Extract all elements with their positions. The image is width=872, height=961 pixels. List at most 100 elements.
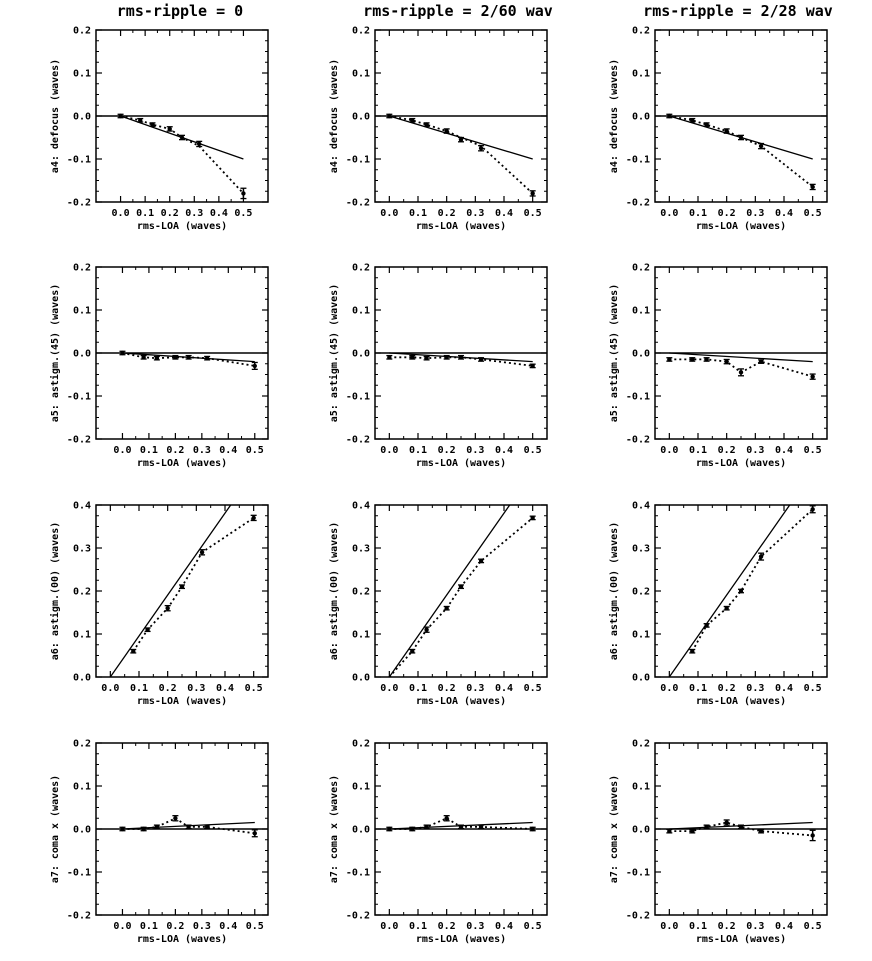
x-tick-label: 0.5 (804, 683, 822, 694)
x-tick-label: 0.3 (746, 208, 764, 219)
data-point (241, 191, 246, 196)
data-point (478, 146, 484, 151)
y-tick-label: 0.1 (352, 306, 370, 317)
measured-line (120, 115, 245, 195)
y-tick-label: -0.2 (67, 435, 91, 446)
data-point (810, 184, 815, 190)
data-point (458, 824, 464, 830)
x-tick-label: 0.2 (718, 683, 736, 694)
data-point (667, 828, 672, 834)
data-point (690, 357, 695, 362)
data-point (410, 118, 415, 123)
data-point (724, 606, 729, 611)
y-tick-label: 0.0 (632, 825, 650, 836)
column-title-2: rms-ripple = 2/60 wav (363, 2, 553, 20)
data-point (724, 128, 729, 134)
data-point (458, 584, 464, 589)
x-tick-label: 0.2 (718, 445, 736, 456)
x-tick-label: 0.1 (689, 445, 707, 456)
data-point (186, 824, 191, 830)
x-tick-label: 0.0 (101, 683, 119, 694)
y-tick-label: 0.3 (632, 544, 650, 555)
y-tick-label: -0.2 (346, 435, 370, 446)
panel-r0c2: -0.2 -0.1 0.0 0.1 0.2 0.0 0.1 0.2 0.3 0.4 0.5 rms-L… (609, 26, 828, 232)
x-tick-label: 0.2 (438, 445, 456, 456)
x-tick-label: 0.3 (185, 208, 203, 219)
data-point (724, 359, 729, 364)
y-axis-label: a7: coma x (waves) (329, 775, 340, 883)
data-point (204, 355, 210, 361)
x-tick-label: 0.4 (495, 683, 513, 694)
data-point (478, 824, 484, 830)
y-tick-label: -0.1 (626, 868, 650, 879)
data-point (444, 606, 449, 611)
data-point (154, 824, 160, 830)
data-point (724, 820, 729, 825)
x-tick-label: 0.0 (113, 445, 131, 456)
reference-line (668, 505, 791, 677)
x-tick-label: 0.3 (746, 921, 764, 932)
x-axis-label: rms-LOA (waves) (416, 458, 506, 469)
y-tick-label: -0.1 (67, 155, 91, 166)
data-point (444, 816, 449, 821)
y-tick-label: 0.2 (352, 587, 370, 598)
y-tick-label: -0.1 (67, 392, 91, 403)
data-point (444, 128, 449, 134)
data-point (458, 137, 464, 142)
x-tick-label: 0.1 (136, 208, 154, 219)
y-tick-label: -0.1 (346, 392, 370, 403)
x-tick-label: 0.4 (216, 683, 234, 694)
y-tick-label: -0.2 (346, 911, 370, 922)
x-axis-label: rms-LOA (waves) (696, 458, 786, 469)
data-point (444, 355, 449, 360)
y-tick-label: 0.3 (352, 544, 370, 555)
x-tick-label: 0.3 (466, 683, 484, 694)
x-tick-label: 0.0 (113, 921, 131, 932)
x-tick-label: 0.1 (409, 445, 427, 456)
y-tick-label: -0.2 (67, 911, 91, 922)
data-point (690, 649, 695, 654)
x-axis-label: rms-LOA (waves) (696, 696, 786, 707)
data-point (410, 355, 415, 360)
x-tick-label: 0.5 (524, 445, 542, 456)
data-point (252, 831, 257, 836)
data-point (810, 833, 815, 838)
x-axis-label: rms-LOA (waves) (137, 934, 227, 945)
data-point (738, 370, 744, 375)
x-tick-label: 0.0 (660, 921, 678, 932)
data-point (704, 824, 709, 830)
y-tick-label: -0.1 (346, 868, 370, 879)
data-point (173, 355, 178, 360)
y-tick-label: 0.0 (73, 673, 91, 684)
y-tick-label: -0.1 (626, 155, 650, 166)
data-point (758, 359, 764, 364)
x-tick-label: 0.0 (380, 921, 398, 932)
y-axis-label: a4: defocus (waves) (329, 59, 340, 173)
data-point (199, 550, 205, 555)
x-axis-label: rms-LOA (waves) (416, 934, 506, 945)
panel-r3c0: -0.2 -0.1 0.0 0.1 0.2 0.0 0.1 0.2 0.3 0.4 0.5 rms-L… (50, 739, 269, 945)
data-point (387, 355, 392, 360)
x-tick-label: 0.2 (718, 921, 736, 932)
data-point (179, 584, 185, 589)
y-tick-label: 0.0 (352, 825, 370, 836)
data-point (150, 122, 155, 127)
x-tick-label: 0.4 (219, 445, 237, 456)
x-axis-label: rms-LOA (waves) (416, 696, 506, 707)
y-axis-label: a7: coma x (waves) (50, 775, 61, 883)
x-tick-label: 0.1 (689, 208, 707, 219)
x-tick-label: 0.2 (438, 921, 456, 932)
data-point (458, 355, 464, 360)
plot-area (386, 352, 536, 369)
y-tick-label: 0.1 (73, 630, 91, 641)
data-point (738, 588, 744, 594)
plot-frame (374, 504, 548, 678)
reference-line (388, 505, 511, 677)
y-tick-label: 0.1 (73, 306, 91, 317)
measured-line (132, 517, 255, 652)
y-tick-label: 0.2 (73, 26, 91, 37)
x-tick-label: 0.3 (193, 445, 211, 456)
panel-r1c0: -0.2 -0.1 0.0 0.1 0.2 0.0 0.1 0.2 0.3 0.4 0.5 rms-L… (49, 263, 269, 469)
data-point (690, 828, 695, 834)
x-tick-label: 0.4 (495, 445, 513, 456)
